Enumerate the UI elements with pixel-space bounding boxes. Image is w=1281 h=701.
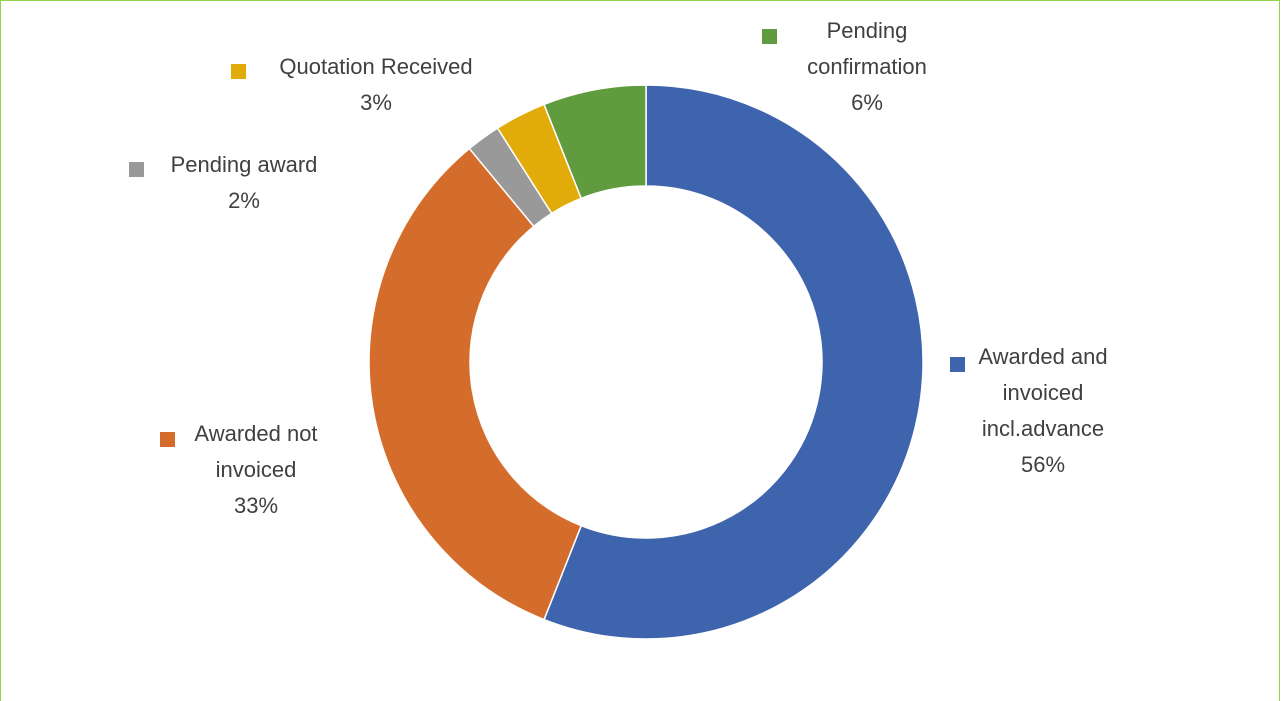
donut-slice-awarded-not-invoiced — [368, 147, 583, 621]
legend-key-icon — [950, 357, 965, 372]
slice-category-label: Pending — [827, 18, 908, 43]
slice-category-label: Awarded and — [978, 344, 1107, 369]
slice-labels: Awarded and invoiced incl.advance 56% Awarde… — [129, 18, 1108, 518]
slice-category-label: Quotation Received — [279, 54, 472, 79]
legend-key-icon — [129, 162, 144, 177]
legend-key-icon — [231, 64, 246, 79]
slice-value-label: 33% — [234, 493, 278, 518]
slice-value-label: 6% — [851, 90, 883, 115]
legend-key-icon — [160, 432, 175, 447]
legend-key-icon — [762, 29, 777, 44]
slice-category-label: Awarded not — [194, 421, 317, 446]
donut-slice-awarded-and-invoiced-incl-advance — [543, 84, 924, 640]
slice-category-label: Pending award — [171, 152, 318, 177]
slice-category-label: incl.advance — [982, 416, 1104, 441]
slice-value-label: 3% — [360, 90, 392, 115]
slice-category-label: invoiced — [216, 457, 297, 482]
donut-slices — [368, 84, 924, 640]
slice-value-label: 56% — [1021, 452, 1065, 477]
slice-category-label: invoiced — [1003, 380, 1084, 405]
donut-slice-pending-confirmation — [543, 84, 647, 200]
slice-value-label: 2% — [228, 188, 260, 213]
slice-category-label: confirmation — [807, 54, 927, 79]
